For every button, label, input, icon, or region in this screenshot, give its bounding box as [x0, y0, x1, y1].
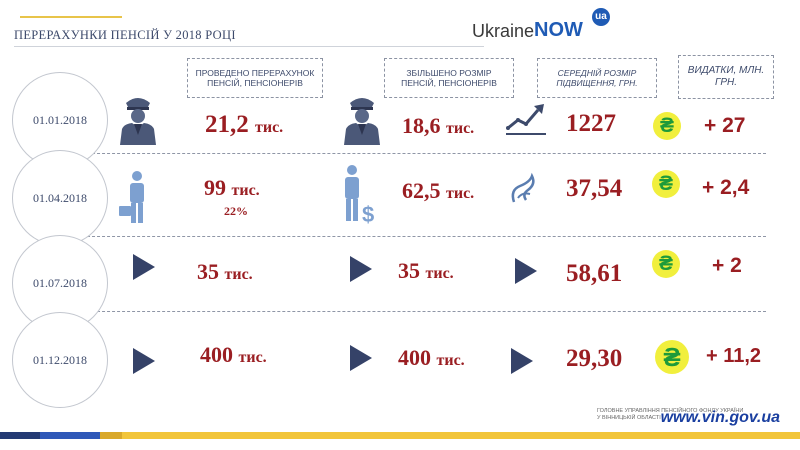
page-title: ПЕРЕРАХУНКИ ПЕНСІЙ У 2018 РОЦІ [14, 28, 236, 42]
logo-now-text: NOW [534, 19, 583, 41]
bottom-bar-segment [40, 432, 100, 439]
growth-chart-icon [504, 100, 548, 141]
recalc-number: 21,2 [205, 111, 249, 138]
increased-value: 18,6 тис. [402, 115, 474, 137]
date-circle: 01.12.2018 [12, 312, 108, 408]
officer-icon [340, 93, 384, 150]
increased-value: 35 тис. [398, 260, 454, 282]
recalc-unit: тис. [231, 182, 260, 199]
increased-value: 62,5 тис. [402, 180, 474, 202]
hryvnia-icon: ₴ [655, 340, 689, 374]
recalc-value: 400 тис. [200, 344, 267, 366]
row-separator [72, 311, 766, 312]
footer-organization-note: ГОЛОВНЕ УПРАВЛІННЯ ПЕНСІЙНОГО ФОНДУ УКРА… [597, 408, 743, 421]
footer-note-line1: ГОЛОВНЕ УПРАВЛІННЯ ПЕНСІЙНОГО ФОНДУ УКРА… [597, 408, 744, 414]
expenses-value: + 27 [704, 114, 746, 137]
website-link[interactable]: www.vin.gov.ua [660, 409, 780, 426]
recalc-unit: тис. [255, 119, 284, 136]
row-separator [72, 236, 766, 237]
header-increased: ЗБІЛЬШЕНО РОЗМІР ПЕНСІЙ, ПЕНСІОНЕРІВ [384, 58, 514, 98]
svg-text:$: $ [362, 202, 374, 224]
title-underline [14, 46, 484, 47]
recalc-unit: тис. [238, 349, 267, 366]
officer-icon [116, 93, 160, 150]
hryvnia-icon: ₴ [652, 170, 680, 198]
expenses-value: + 2 [712, 254, 742, 277]
play-arrow-icon [509, 346, 535, 381]
logo-badge: ua [592, 8, 610, 26]
spiral-icon [508, 172, 540, 211]
avg-increase-value: 37,54 [566, 175, 623, 202]
logo-ukraine-text: Ukraine [472, 21, 535, 41]
play-arrow-icon [513, 256, 539, 291]
avg-increase-value: 29,30 [566, 345, 623, 372]
recalc-value: 21,2 тис. [205, 112, 283, 137]
increased-number: 18,6 [402, 113, 441, 138]
increased-value: 400 тис. [398, 347, 465, 369]
man-dollar-icon: $ [336, 164, 380, 229]
recalc-unit: тис. [224, 266, 253, 283]
date-circle: 01.04.2018 [12, 150, 108, 246]
top-accent-line [20, 16, 122, 18]
bottom-color-bar [0, 432, 800, 439]
increased-unit: тис. [446, 185, 475, 202]
increased-unit: тис. [436, 352, 465, 369]
recalc-percent: 22% [224, 204, 248, 218]
recalc-number: 99 [204, 175, 226, 200]
increased-number: 400 [398, 345, 431, 370]
header-recalculated: ПРОВЕДЕНО ПЕРЕРАХУНОК ПЕНСІЙ, ПЕНСІОНЕРІ… [187, 58, 323, 98]
footer-note-line2: У ВІННИЦЬКІЙ ОБЛАСТІ [597, 414, 661, 421]
play-arrow-icon [348, 254, 374, 289]
avg-increase-value: 1227 [566, 110, 616, 137]
recalc-value: 99 тис. [204, 177, 260, 199]
increased-unit: тис. [425, 265, 454, 282]
bottom-bar-segment [100, 432, 122, 439]
expenses-value: + 11,2 [706, 345, 762, 367]
hryvnia-icon: ₴ [652, 250, 680, 278]
row-separator [72, 153, 766, 154]
expenses-value: + 2,4 [702, 176, 750, 199]
recalc-number: 400 [200, 342, 233, 367]
recalc-value: 35 тис. [197, 261, 253, 283]
increased-unit: тис. [446, 120, 475, 137]
increased-number: 62,5 [402, 178, 441, 203]
play-arrow-icon [348, 343, 374, 378]
hryvnia-icon: ₴ [653, 112, 681, 140]
ukraine-now-logo: Ukraine NOW ua [472, 8, 610, 41]
man-briefcase-icon [117, 170, 151, 229]
header-avg-increase: СЕРЕДНІЙ РОЗМІР ПІДВИЩЕННЯ, ГРН. [537, 58, 657, 98]
avg-increase-value: 58,61 [566, 260, 623, 287]
increased-number: 35 [398, 258, 420, 283]
recalc-number: 35 [197, 259, 219, 284]
play-arrow-icon [131, 346, 157, 381]
header-expenses: ВИДАТКИ, МЛН. ГРН. [678, 55, 774, 99]
play-arrow-icon [131, 252, 157, 287]
